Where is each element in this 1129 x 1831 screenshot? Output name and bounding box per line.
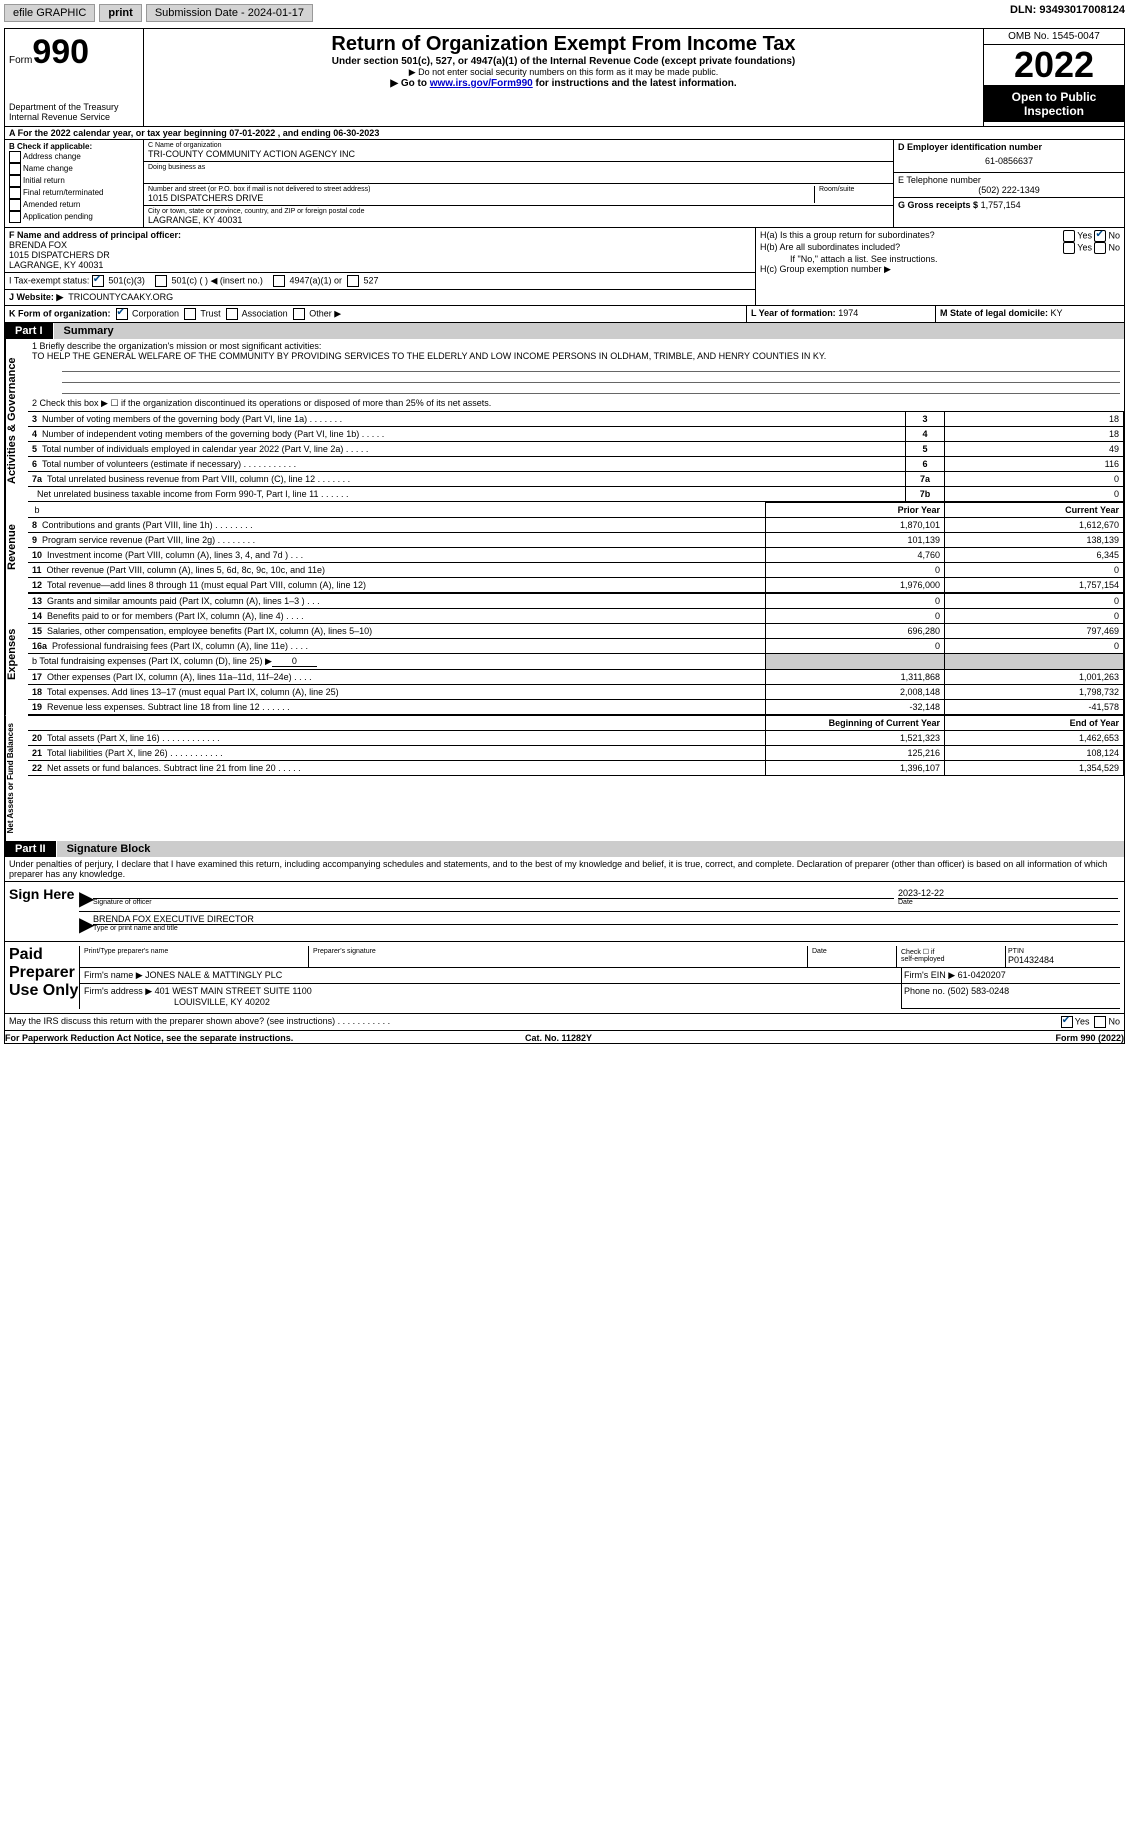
ha-no[interactable] — [1094, 230, 1106, 242]
table-row: 7a Total unrelated business revenue from… — [28, 472, 1124, 487]
dept: Department of the Treasury — [9, 102, 139, 112]
toolbar: efile GRAPHIC print Submission Date - 20… — [4, 4, 1125, 22]
table-row: 14 Benefits paid to or for members (Part… — [28, 609, 1124, 624]
klm-row: K Form of organization: Corporation Trus… — [5, 306, 1124, 323]
box-i: I Tax-exempt status: 501(c)(3) 501(c) ( … — [5, 273, 755, 290]
header-mid: Return of Organization Exempt From Incom… — [144, 29, 984, 126]
penalty-text: Under penalties of perjury, I declare th… — [5, 857, 1124, 882]
cb-corp[interactable] — [116, 308, 128, 320]
arrow-icon — [79, 912, 91, 937]
table-row: 18 Total expenses. Add lines 13–17 (must… — [28, 685, 1124, 700]
table-row: 11 Other revenue (Part VIII, column (A),… — [28, 563, 1124, 578]
box-deg: D Employer identification number 61-0856… — [894, 140, 1124, 227]
form-word: Form — [9, 55, 32, 66]
street: 1015 DISPATCHERS DRIVE — [148, 193, 810, 203]
tax-year: 2022 — [984, 45, 1124, 86]
table-row: 17 Other expenses (Part IX, column (A), … — [28, 670, 1124, 685]
expenses-block: Expenses 13 Grants and similar amounts p… — [5, 593, 1124, 715]
print-button[interactable]: print — [99, 4, 141, 22]
org-name: TRI-COUNTY COMMUNITY ACTION AGENCY INC — [148, 149, 889, 159]
mission-text: TO HELP THE GENERAL WELFARE OF THE COMMU… — [32, 351, 1120, 361]
box-j: J Website: ▶ TRICOUNTYCAAKY.ORG — [5, 290, 755, 305]
cb-final: Final return/terminated — [9, 187, 139, 199]
table-row: 8 Contributions and grants (Part VIII, l… — [28, 518, 1124, 533]
table-row: 13 Grants and similar amounts paid (Part… — [28, 594, 1124, 609]
form-number: 990 — [32, 33, 89, 71]
row-a: A For the 2022 calendar year, or tax yea… — [5, 127, 1124, 140]
box-c: C Name of organization TRI-COUNTY COMMUN… — [144, 140, 894, 227]
revenue-block: Revenue bPrior YearCurrent Year 8 Contri… — [5, 502, 1124, 593]
summary-table: 3 Number of voting members of the govern… — [28, 411, 1124, 502]
subtitle-2: ▶ Do not enter social security numbers o… — [148, 67, 979, 78]
netassets-block: Net Assets or Fund Balances Beginning of… — [5, 715, 1124, 841]
table-row: 21 Total liabilities (Part X, line 26) .… — [28, 746, 1124, 761]
sign-here-block: Sign Here Signature of officer 2023-12-2… — [5, 882, 1124, 942]
cb-501c3[interactable] — [92, 275, 104, 287]
irs-link[interactable]: www.irs.gov/Form990 — [430, 78, 533, 89]
dln: DLN: 93493017008124 — [1010, 4, 1125, 22]
header-right: OMB No. 1545-0047 2022 Open to Public In… — [984, 29, 1124, 126]
form-title: Return of Organization Exempt From Incom… — [148, 33, 979, 56]
omb: OMB No. 1545-0047 — [984, 29, 1124, 45]
table-row: 12 Total revenue—add lines 8 through 11 … — [28, 578, 1124, 593]
cb-name: Name change — [9, 163, 139, 175]
submission-date: Submission Date - 2024-01-17 — [146, 4, 313, 22]
table-row: 19 Revenue less expenses. Subtract line … — [28, 700, 1124, 715]
table-row: 5 Total number of individuals employed i… — [28, 442, 1124, 457]
table-row: 3 Number of voting members of the govern… — [28, 412, 1124, 427]
table-row: 4 Number of independent voting members o… — [28, 427, 1124, 442]
header-left: Form990 Department of the Treasury Inter… — [5, 29, 144, 126]
city: LAGRANGE, KY 40031 — [148, 215, 889, 225]
irs: Internal Revenue Service — [9, 112, 139, 122]
phone: (502) 222-1349 — [898, 185, 1120, 195]
discuss-yes[interactable] — [1061, 1016, 1073, 1028]
part2-header: Part II Signature Block — [5, 841, 1124, 857]
discuss-row: May the IRS discuss this return with the… — [5, 1014, 1124, 1030]
table-row: Net unrelated business taxable income fr… — [28, 487, 1124, 502]
gross-receipts: 1,757,154 — [981, 200, 1021, 210]
cb-pending: Application pending — [9, 211, 139, 223]
box-h: H(a) Is this a group return for subordin… — [756, 228, 1124, 305]
cb-address: Address change — [9, 151, 139, 163]
header-row: Form990 Department of the Treasury Inter… — [5, 29, 1124, 127]
paid-preparer-block: Paid Preparer Use Only Print/Type prepar… — [5, 942, 1124, 1014]
cb-initial: Initial return — [9, 175, 139, 187]
footer: For Paperwork Reduction Act Notice, see … — [5, 1030, 1124, 1043]
fh-block: F Name and address of principal officer:… — [5, 228, 1124, 306]
subtitle-1: Under section 501(c), 527, or 4947(a)(1)… — [148, 56, 979, 67]
box-b: B Check if applicable: Address change Na… — [5, 140, 144, 227]
table-row: 15 Salaries, other compensation, employe… — [28, 624, 1124, 639]
website: TRICOUNTYCAAKY.ORG — [68, 292, 173, 302]
identity-block: B Check if applicable: Address change Na… — [5, 140, 1124, 228]
ein: 61-0856637 — [898, 152, 1120, 170]
table-row: 16a Professional fundraising fees (Part … — [28, 639, 1124, 654]
table-row: 20 Total assets (Part X, line 16) . . . … — [28, 731, 1124, 746]
table-row: 9 Program service revenue (Part VIII, li… — [28, 533, 1124, 548]
table-row: 22 Net assets or fund balances. Subtract… — [28, 761, 1124, 776]
table-row: 6 Total number of volunteers (estimate i… — [28, 457, 1124, 472]
part1-header: Part I Summary — [5, 323, 1124, 339]
efile-label: efile GRAPHIC — [4, 4, 95, 22]
open-public: Open to Public Inspection — [984, 86, 1124, 122]
form-body: Form990 Department of the Treasury Inter… — [4, 28, 1125, 1044]
activities-governance: Activities & Governance 1 Briefly descri… — [5, 339, 1124, 502]
table-row: 10 Investment income (Part VIII, column … — [28, 548, 1124, 563]
subtitle-3: ▶ Go to www.irs.gov/Form990 for instruct… — [148, 78, 979, 89]
cb-amended: Amended return — [9, 199, 139, 211]
arrow-icon — [79, 886, 91, 911]
